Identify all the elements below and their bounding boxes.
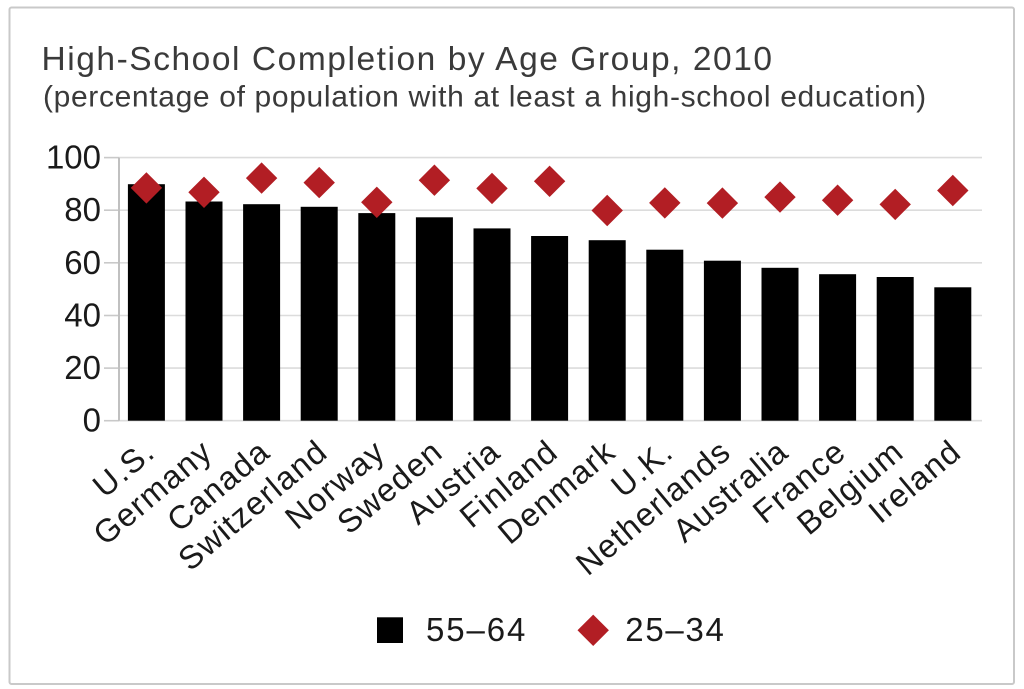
svg-text:100: 100 xyxy=(46,139,101,176)
svg-text:55–64: 55–64 xyxy=(426,611,527,648)
svg-text:60: 60 xyxy=(64,244,101,281)
svg-text:High-School Completion by Age: High-School Completion by Age Group, 201… xyxy=(42,41,774,78)
svg-text:20: 20 xyxy=(64,349,101,386)
svg-text:40: 40 xyxy=(64,297,101,334)
svg-text:0: 0 xyxy=(83,402,101,439)
svg-text:25–34: 25–34 xyxy=(625,611,725,648)
svg-text:80: 80 xyxy=(64,191,101,228)
svg-text:(percentage of population with: (percentage of population with at least … xyxy=(43,81,927,114)
